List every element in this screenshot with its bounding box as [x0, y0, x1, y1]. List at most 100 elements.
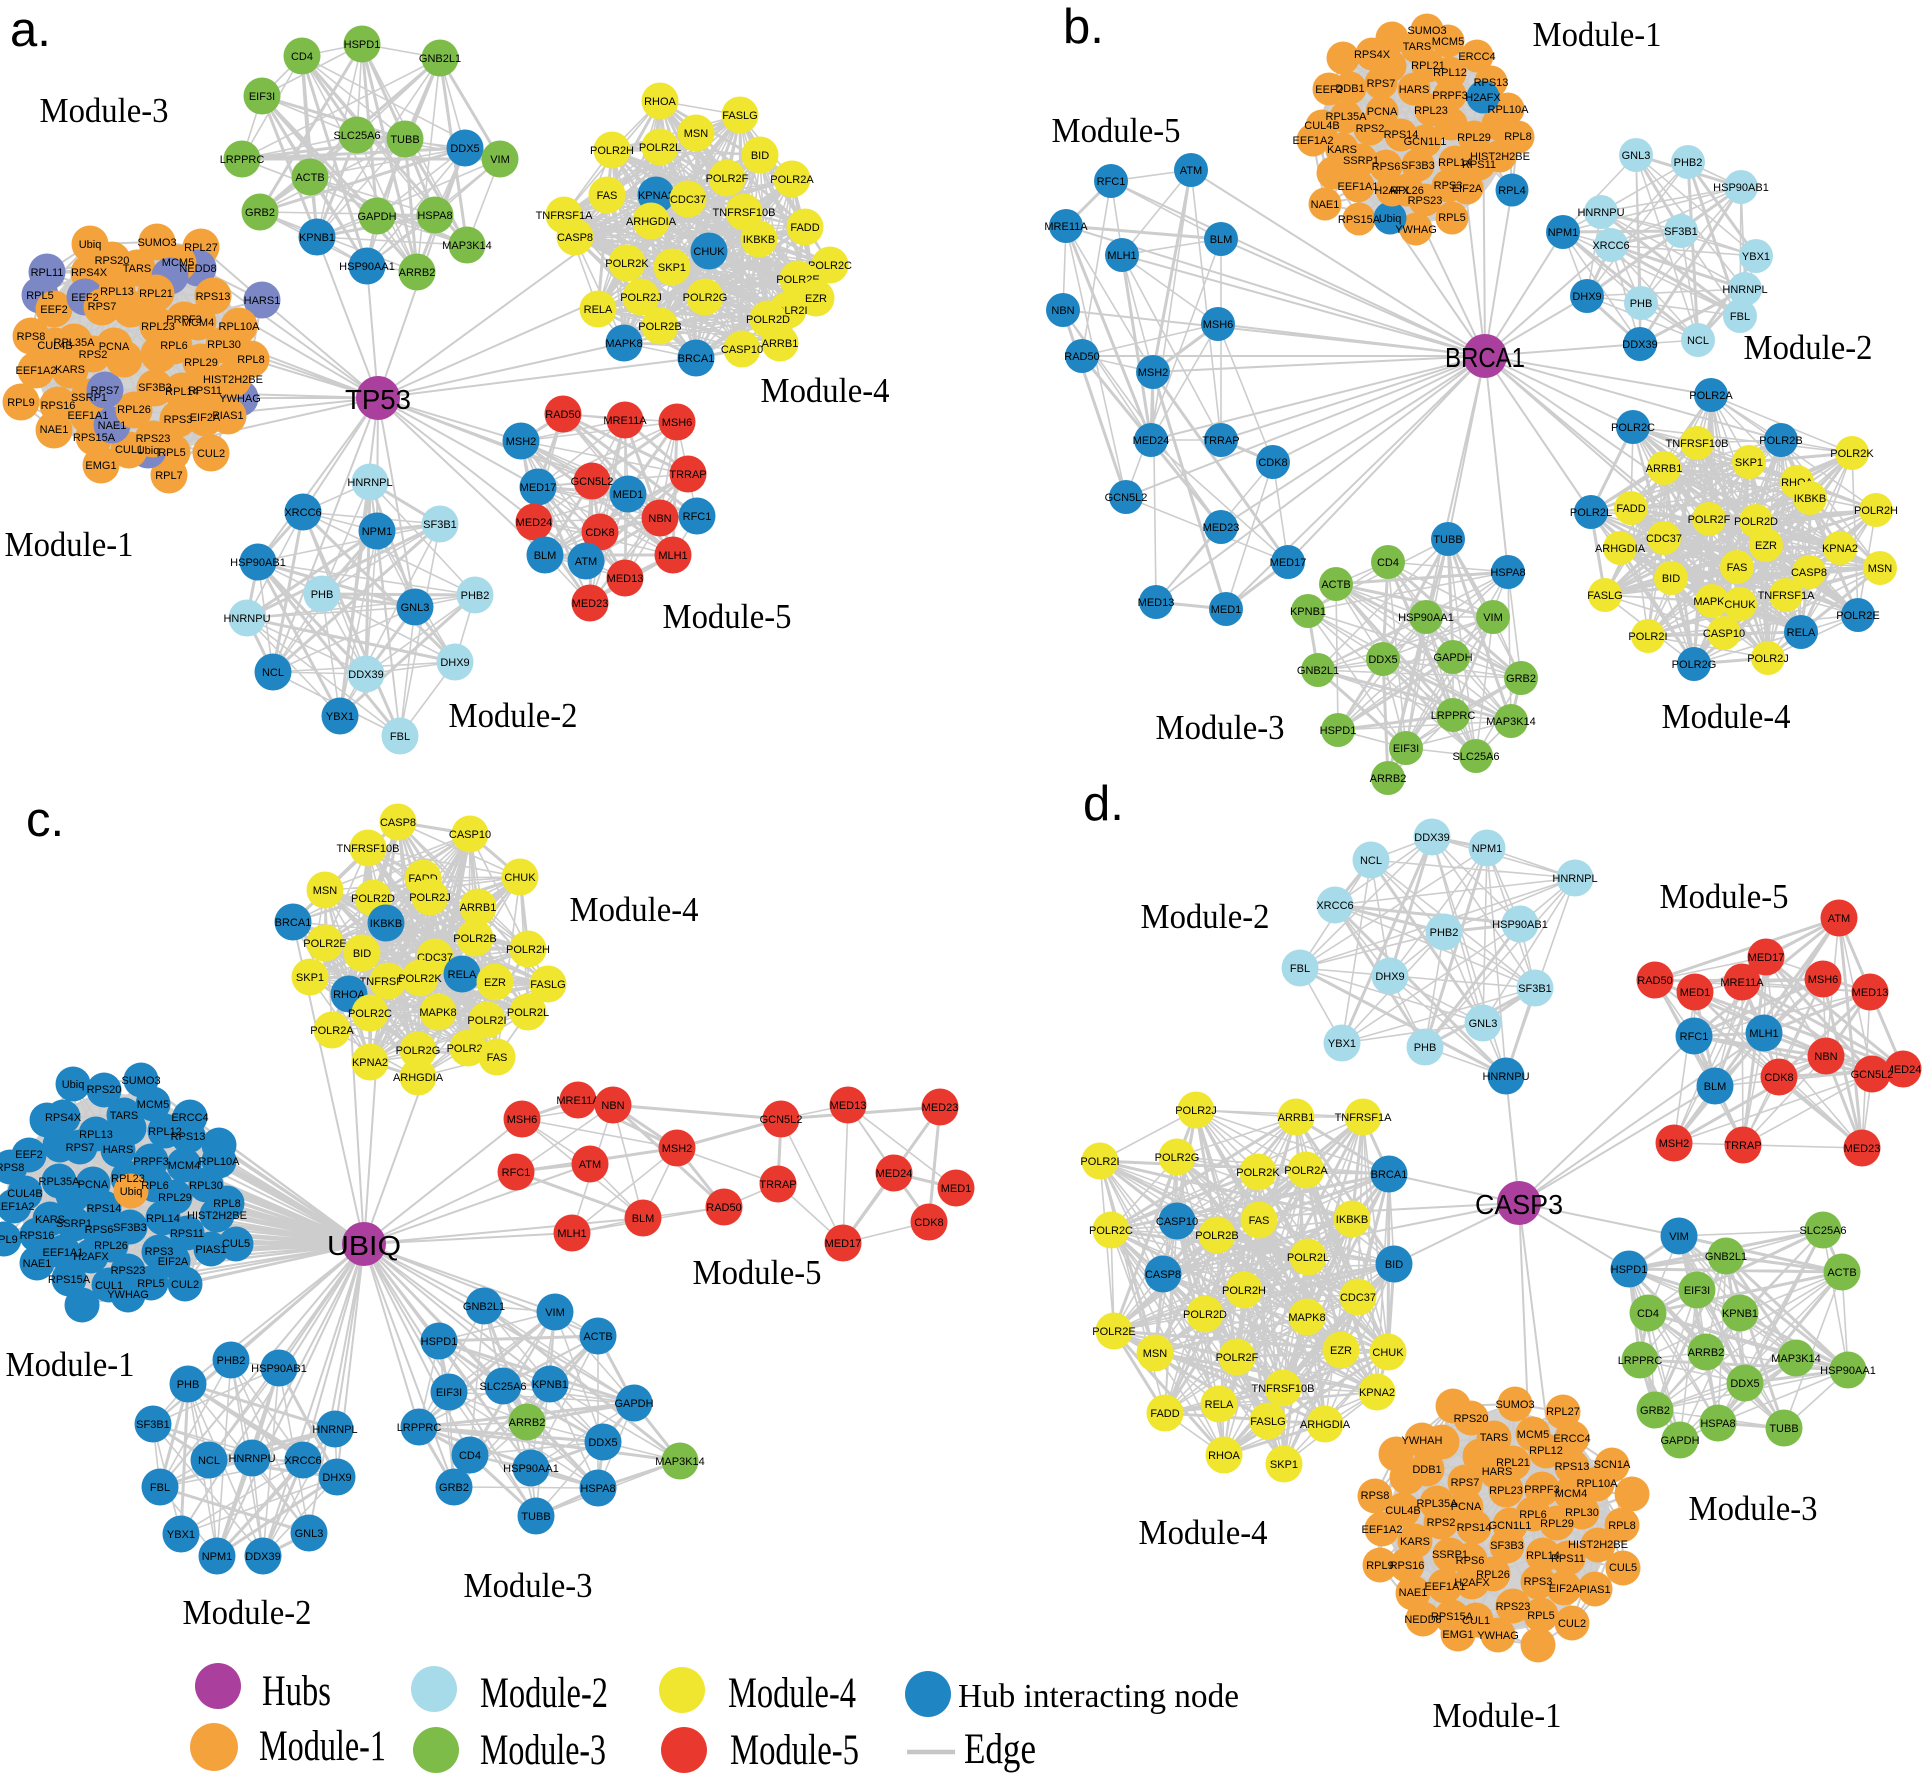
svg-text:RELA: RELA	[448, 969, 477, 981]
svg-text:MED24: MED24	[516, 517, 553, 529]
svg-text:GRB2: GRB2	[439, 1482, 469, 1494]
svg-text:GRB2: GRB2	[1640, 1405, 1670, 1417]
svg-text:CASP3: CASP3	[1475, 1189, 1563, 1220]
svg-text:RPL8: RPL8	[1608, 1520, 1636, 1532]
svg-text:RHOA: RHOA	[644, 96, 676, 108]
svg-text:MSH6: MSH6	[507, 1114, 538, 1126]
svg-text:RPL29: RPL29	[1457, 132, 1491, 144]
svg-text:MSN: MSN	[684, 128, 709, 140]
svg-text:MCM4: MCM4	[168, 1160, 200, 1172]
svg-text:CHUK: CHUK	[1372, 1347, 1404, 1359]
svg-text:POLR2G: POLR2G	[1155, 1152, 1200, 1164]
svg-text:ARRB1: ARRB1	[1278, 1112, 1315, 1124]
svg-text:HNRNPU: HNRNPU	[223, 613, 270, 625]
svg-text:MED17: MED17	[1270, 557, 1307, 569]
svg-text:POLR2H: POLR2H	[506, 944, 550, 956]
svg-text:BRCA1: BRCA1	[1445, 342, 1525, 373]
svg-text:RAD50: RAD50	[545, 409, 580, 421]
svg-text:EEF1A2: EEF1A2	[1293, 135, 1334, 147]
svg-text:NEDD8: NEDD8	[1404, 1614, 1441, 1626]
svg-text:NAE1: NAE1	[23, 1258, 52, 1270]
svg-text:CUL2: CUL2	[1558, 1618, 1586, 1630]
svg-text:NCL: NCL	[1360, 855, 1382, 867]
svg-text:ATM: ATM	[1180, 165, 1202, 177]
svg-text:ACTB: ACTB	[1827, 1267, 1856, 1279]
svg-text:POLR2C: POLR2C	[808, 260, 852, 272]
svg-text:POLR2F: POLR2F	[706, 173, 749, 185]
svg-text:RAD50: RAD50	[706, 1202, 741, 1214]
svg-text:HSP90AA1: HSP90AA1	[339, 261, 395, 273]
svg-text:RPS6: RPS6	[1456, 1555, 1485, 1567]
svg-text:PCNA: PCNA	[1451, 1501, 1482, 1513]
svg-text:EIF3I: EIF3I	[1684, 1285, 1710, 1297]
svg-text:UBIQ: UBIQ	[327, 1230, 401, 1261]
svg-text:MED1: MED1	[1211, 604, 1242, 616]
svg-text:MRE11A: MRE11A	[1044, 221, 1088, 233]
svg-text:NPM1: NPM1	[202, 1551, 233, 1563]
svg-text:SKP1: SKP1	[1735, 457, 1763, 469]
svg-text:RPL23: RPL23	[1414, 105, 1448, 117]
svg-text:EEF1A1: EEF1A1	[1338, 181, 1379, 193]
svg-text:DHX9: DHX9	[1375, 971, 1404, 983]
svg-text:MLH1: MLH1	[1749, 1028, 1778, 1040]
svg-text:CHUK: CHUK	[504, 872, 536, 884]
svg-text:GCN5L2: GCN5L2	[1105, 492, 1148, 504]
svg-text:PCNA: PCNA	[99, 341, 130, 353]
svg-text:XRCC6: XRCC6	[1592, 240, 1629, 252]
svg-text:RPL8: RPL8	[213, 1198, 241, 1210]
svg-text:POLR2J: POLR2J	[409, 892, 451, 904]
svg-text:DDX39: DDX39	[245, 1551, 280, 1563]
svg-text:RPL9: RPL9	[7, 397, 35, 409]
svg-text:Ubiq: Ubiq	[137, 445, 160, 457]
svg-text:MED1: MED1	[941, 1183, 972, 1195]
svg-text:RPL6: RPL6	[141, 1180, 169, 1192]
svg-text:PHB2: PHB2	[1430, 927, 1459, 939]
svg-text:TRRAP: TRRAP	[1724, 1140, 1761, 1152]
svg-text:FBL: FBL	[150, 1482, 170, 1494]
svg-text:Module-4: Module-4	[570, 890, 699, 929]
svg-text:POLR2B: POLR2B	[1759, 435, 1802, 447]
svg-text:SF3B1: SF3B1	[1518, 983, 1552, 995]
svg-text:MAP3K14: MAP3K14	[1771, 1353, 1821, 1365]
svg-text:RPS4X: RPS4X	[71, 267, 108, 279]
svg-text:PCNA: PCNA	[1367, 106, 1398, 118]
svg-text:POLR2J: POLR2J	[620, 292, 662, 304]
svg-text:FBL: FBL	[390, 731, 410, 743]
svg-text:TUBB: TUBB	[390, 134, 419, 146]
svg-text:RPL23: RPL23	[141, 321, 175, 333]
svg-text:Module-2: Module-2	[183, 1593, 312, 1632]
svg-text:DDX5: DDX5	[450, 143, 479, 155]
svg-text:BLM: BLM	[1210, 234, 1233, 246]
svg-text:RPL9: RPL9	[0, 1234, 18, 1246]
svg-text:POLR2A: POLR2A	[1689, 390, 1733, 402]
svg-text:POLR2G: POLR2G	[1672, 659, 1717, 671]
svg-text:XRCC6: XRCC6	[1316, 900, 1353, 912]
svg-text:RPS3: RPS3	[164, 414, 193, 426]
svg-text:PHB2: PHB2	[461, 590, 490, 602]
svg-text:RPS20: RPS20	[87, 1084, 122, 1096]
svg-text:POLR2I: POLR2I	[1628, 631, 1667, 643]
svg-text:RPS11: RPS11	[1551, 1553, 1585, 1565]
svg-text:Module-2: Module-2	[449, 696, 578, 735]
svg-text:SSRP1: SSRP1	[71, 392, 107, 404]
svg-text:XRCC6: XRCC6	[284, 1455, 321, 1467]
svg-text:HIST2H2BE: HIST2H2BE	[187, 1210, 247, 1222]
svg-text:POLR2B: POLR2B	[453, 933, 496, 945]
svg-text:RPL21: RPL21	[1496, 1457, 1530, 1469]
svg-text:RPL35A: RPL35A	[39, 1176, 81, 1188]
svg-text:RPL13: RPL13	[100, 286, 134, 298]
svg-text:ATM: ATM	[1828, 913, 1850, 925]
svg-text:RPL12: RPL12	[1433, 67, 1467, 79]
svg-text:HARS1: HARS1	[244, 295, 281, 307]
svg-text:RELA: RELA	[584, 304, 613, 316]
svg-text:MCM4: MCM4	[182, 317, 214, 329]
svg-text:RPS15A: RPS15A	[48, 1274, 91, 1286]
svg-text:NBN: NBN	[648, 513, 671, 525]
svg-text:BRCA1: BRCA1	[275, 917, 312, 929]
svg-text:MSH2: MSH2	[1138, 367, 1169, 379]
svg-text:RPS15A: RPS15A	[73, 432, 116, 444]
svg-text:EEF2: EEF2	[1315, 84, 1343, 96]
svg-text:RPS8: RPS8	[17, 331, 46, 343]
svg-text:Module-1: Module-1	[1533, 15, 1662, 54]
svg-text:RPS4X: RPS4X	[1354, 49, 1391, 61]
